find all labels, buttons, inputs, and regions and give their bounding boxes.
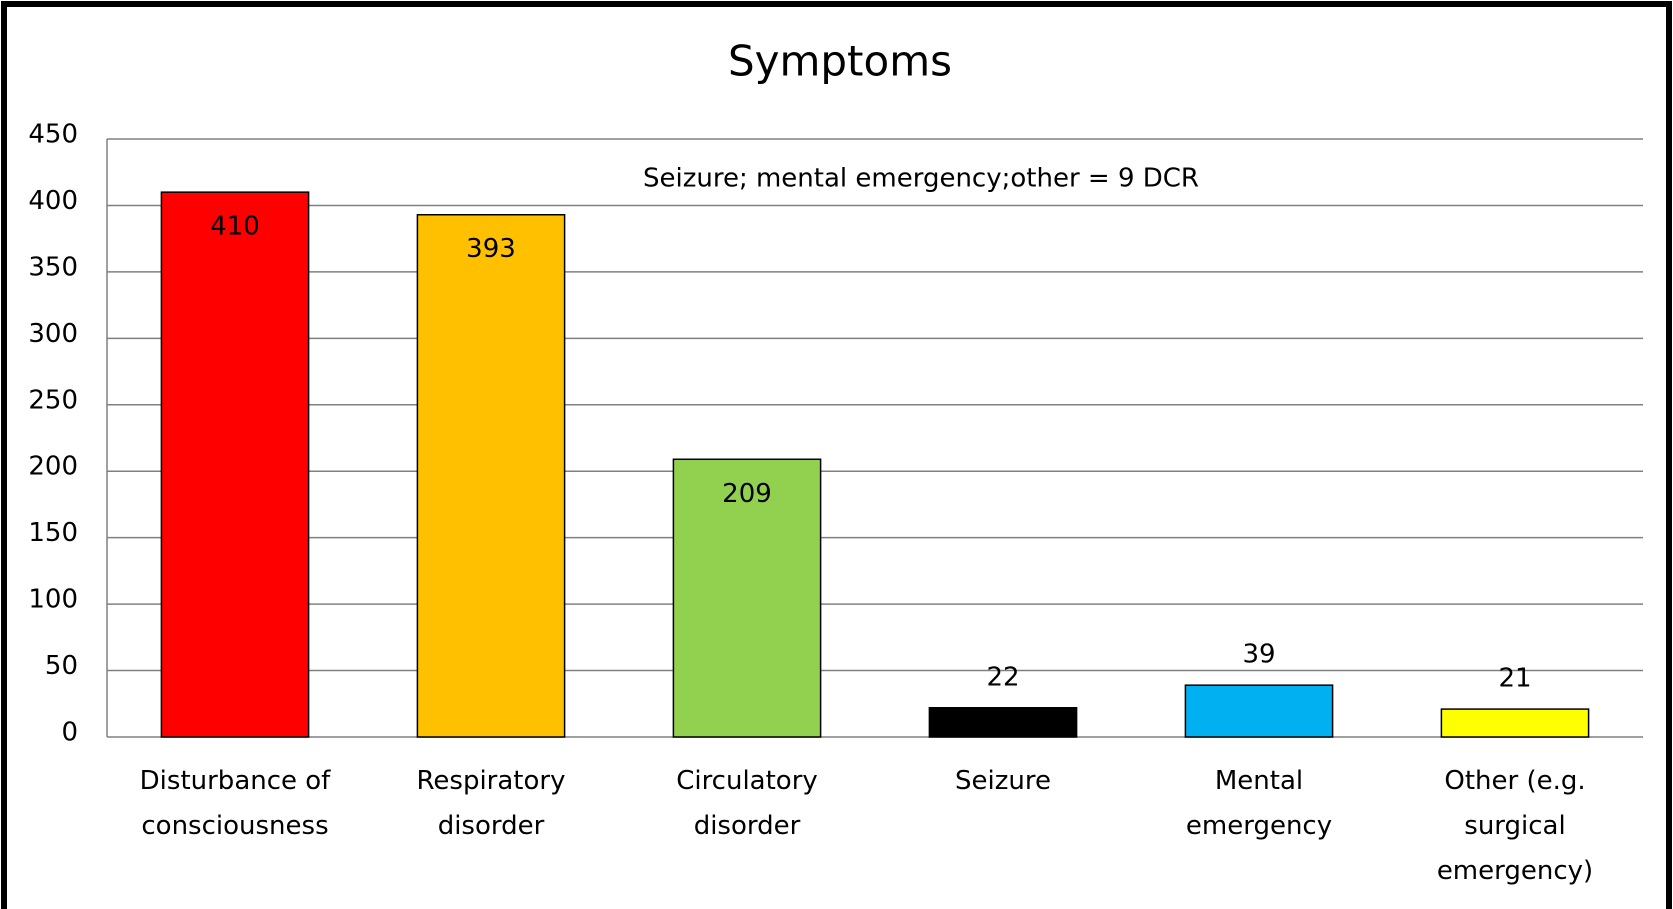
y-tick-label: 450 bbox=[28, 120, 78, 150]
y-tick-label: 400 bbox=[28, 186, 78, 216]
y-tick-label: 50 bbox=[45, 651, 78, 681]
y-tick-label: 0 bbox=[61, 718, 78, 748]
x-tick-label: Mental emergency bbox=[1185, 766, 1333, 841]
y-tick-label: 100 bbox=[28, 585, 78, 615]
x-tick-label: Respiratory disorder bbox=[416, 766, 566, 841]
x-tick-label: Other (e.g. surgical emergency) bbox=[1436, 766, 1594, 886]
chart-title: Symptoms bbox=[728, 37, 952, 86]
value-label: 410 bbox=[210, 212, 260, 242]
bar bbox=[672, 458, 822, 738]
value-label: 21 bbox=[1498, 664, 1531, 694]
bar bbox=[416, 213, 566, 738]
bar bbox=[928, 707, 1078, 738]
x-tick-label: Disturbance of consciousness bbox=[139, 766, 331, 841]
y-tick-label: 250 bbox=[28, 385, 78, 415]
bar bbox=[160, 191, 310, 738]
x-tick-label: Seizure bbox=[955, 766, 1051, 796]
value-label: 393 bbox=[466, 234, 516, 264]
y-tick-label: 350 bbox=[28, 252, 78, 282]
value-label: 39 bbox=[1242, 640, 1275, 670]
bar bbox=[1184, 684, 1334, 738]
annotation: Seizure; mental emergency;other = 9 DCR bbox=[643, 164, 1199, 194]
y-tick-label: 150 bbox=[28, 518, 78, 548]
value-label: 209 bbox=[722, 479, 772, 509]
value-label: 22 bbox=[986, 662, 1019, 692]
bar bbox=[1440, 708, 1590, 738]
x-tick-label: Circulatory disorder bbox=[676, 766, 818, 841]
y-tick-label: 300 bbox=[28, 319, 78, 349]
y-tick-label: 200 bbox=[28, 452, 78, 482]
